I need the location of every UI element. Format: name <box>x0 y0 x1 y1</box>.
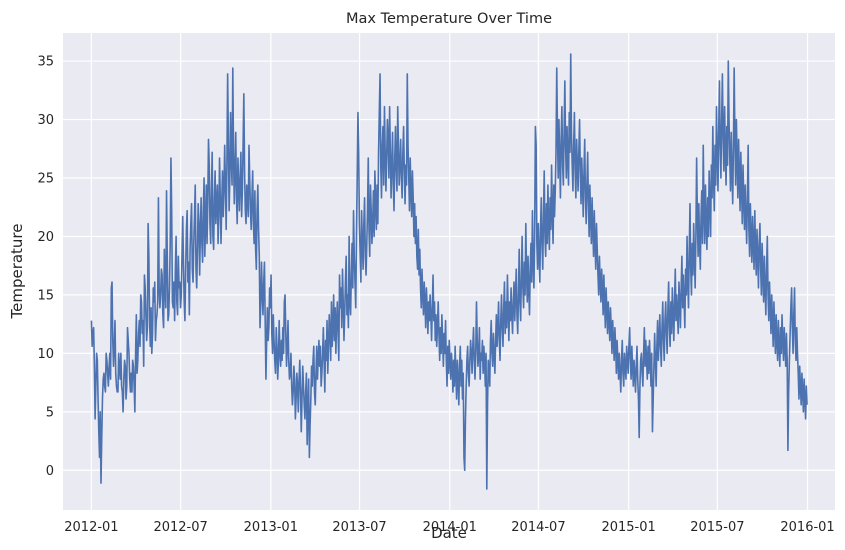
x-tick-label: 2014-07 <box>511 520 565 535</box>
y-tick-label: 5 <box>46 405 54 420</box>
x-tick-label: 2016-01 <box>780 520 834 535</box>
max-temperature-line <box>90 53 808 490</box>
y-tick-label: 30 <box>37 113 54 128</box>
chart-title: Max Temperature Over Time <box>346 11 552 27</box>
y-tick-labels: 0 5 10 15 20 25 30 35 <box>37 55 54 479</box>
y-tick-label: 20 <box>37 230 54 245</box>
x-tick-label: 2012-01 <box>64 520 118 535</box>
x-tick-label: 2015-07 <box>690 520 744 535</box>
x-tick-label: 2015-01 <box>601 520 655 535</box>
y-tick-label: 0 <box>46 464 54 479</box>
x-tick-labels: 2012-01 2012-07 2013-01 2013-07 2014-01 2014-… <box>64 520 834 535</box>
y-axis-title: Temperature <box>8 223 26 319</box>
y-tick-label: 15 <box>37 288 54 303</box>
x-tick-label: 2013-07 <box>332 520 386 535</box>
y-tick-label: 25 <box>37 171 54 186</box>
y-tick-label: 10 <box>37 347 54 362</box>
x-tick-label: 2012-07 <box>153 520 207 535</box>
y-tick-label: 35 <box>37 55 54 70</box>
x-axis-title: Date <box>431 524 467 542</box>
x-tick-label: 2014-01 <box>423 520 477 535</box>
x-tick-label: 2013-01 <box>244 520 298 535</box>
